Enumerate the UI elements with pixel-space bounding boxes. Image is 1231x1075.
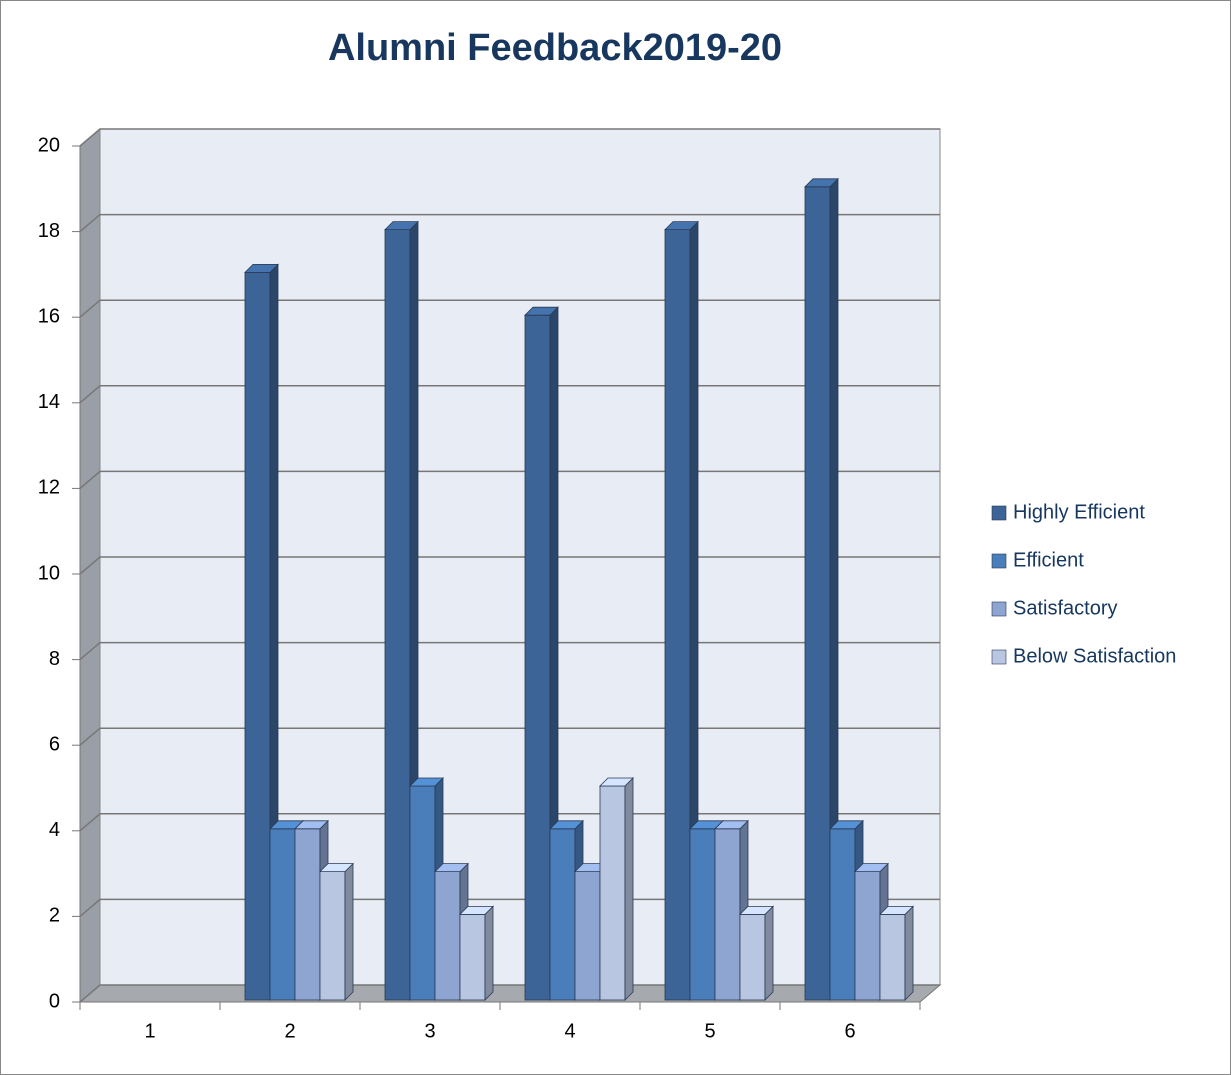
- bar: [459, 905, 494, 1001]
- bar-front: [384, 229, 411, 1001]
- legend-swatch: [991, 649, 1007, 665]
- bar-front: [434, 871, 461, 1001]
- bar: [739, 905, 774, 1001]
- bar: [244, 263, 279, 1001]
- y-tick-label: 8: [49, 648, 60, 670]
- y-tick-label: 10: [38, 562, 60, 584]
- bar: [664, 220, 699, 1001]
- grid-line: [79, 470, 940, 489]
- bar-top: [739, 906, 774, 915]
- bar-side: [764, 905, 774, 1001]
- x-tick-label: 3: [424, 1020, 435, 1042]
- bar: [599, 777, 634, 1001]
- bar-top: [804, 178, 839, 188]
- bar-front: [714, 828, 741, 1001]
- legend-label: Satisfactory: [1013, 597, 1117, 619]
- bar-top: [384, 221, 419, 231]
- bar-top: [434, 863, 469, 872]
- legend-swatch: [991, 505, 1007, 521]
- bar-front: [549, 828, 576, 1001]
- bar-side: [344, 862, 354, 1001]
- grid-line: [79, 556, 940, 575]
- grid-line: [79, 641, 940, 661]
- legend-swatch: [991, 601, 1007, 617]
- x-tick-label: 6: [844, 1020, 855, 1042]
- grid-line: [79, 727, 940, 746]
- y-tick-label: 2: [49, 905, 60, 927]
- bar: [384, 220, 419, 1001]
- bar-top: [409, 777, 444, 787]
- x-tick-label: 5: [704, 1020, 715, 1042]
- bar-top: [599, 777, 634, 787]
- bar-top: [524, 306, 559, 316]
- chart-title: Alumni Feedback2019-20: [328, 27, 782, 69]
- bar-front: [269, 828, 296, 1001]
- bar-front: [879, 914, 906, 1001]
- legend-label: Highly Efficient: [1013, 501, 1145, 523]
- bar-front: [574, 871, 601, 1001]
- bar-top: [459, 906, 494, 915]
- y-tick-label: 0: [49, 990, 60, 1012]
- grid-line: [79, 813, 940, 832]
- bar-top: [549, 820, 584, 830]
- bar-front: [599, 785, 626, 1001]
- bar-front: [524, 314, 551, 1001]
- y-tick-label: 20: [38, 134, 60, 156]
- legend-label: Efficient: [1013, 549, 1084, 571]
- grid-line: [79, 898, 940, 917]
- bar: [879, 905, 914, 1001]
- bar-side: [904, 905, 914, 1001]
- y-tick-label: 4: [49, 819, 60, 841]
- x-tick-label: 1: [144, 1020, 155, 1042]
- y-tick-label: 12: [38, 477, 60, 499]
- bar-top: [714, 820, 749, 830]
- bar-side: [624, 777, 634, 1001]
- bar-front: [804, 186, 831, 1001]
- grid-line: [79, 299, 940, 318]
- bar-front: [854, 871, 881, 1001]
- bar-front: [459, 914, 486, 1001]
- bar-top: [879, 906, 914, 915]
- bar-front: [739, 914, 766, 1001]
- grid-line: [79, 128, 940, 147]
- grid-line: [79, 213, 940, 233]
- bar-front: [319, 871, 346, 1001]
- bar-front: [244, 271, 271, 1001]
- bar-top: [829, 820, 864, 830]
- bar-top: [294, 820, 329, 830]
- bar-top: [319, 863, 354, 872]
- bar-top: [854, 863, 889, 872]
- legend-label: Below Satisfaction: [1013, 645, 1176, 667]
- grid-line: [79, 385, 940, 404]
- legend-swatch: [991, 553, 1007, 569]
- bar-top: [244, 263, 279, 273]
- y-tick-label: 16: [38, 305, 60, 327]
- bar-front: [689, 828, 716, 1001]
- bar: [804, 177, 839, 1001]
- bar-top: [664, 221, 699, 231]
- x-tick-label: 2: [284, 1020, 295, 1042]
- bar: [319, 862, 354, 1001]
- bar-side: [484, 905, 494, 1001]
- x-tick-label: 4: [564, 1020, 575, 1042]
- grid-line: [79, 984, 940, 1003]
- bar-front: [409, 785, 436, 1001]
- bar-front: [829, 828, 856, 1001]
- y-tick-label: 14: [38, 391, 60, 413]
- bar-front: [294, 828, 321, 1001]
- y-tick-label: 18: [38, 220, 60, 242]
- bar-front: [664, 229, 691, 1001]
- y-tick-label: 6: [49, 733, 60, 755]
